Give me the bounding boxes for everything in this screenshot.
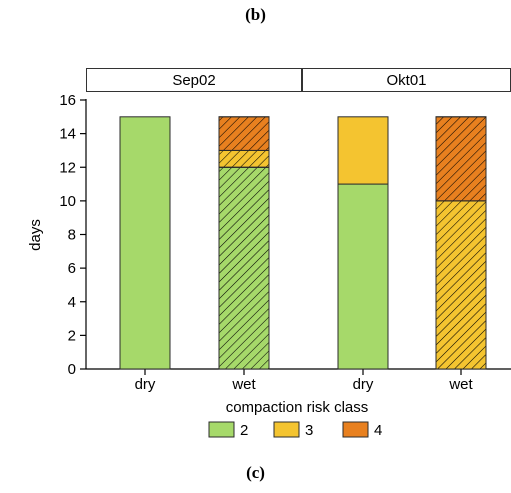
bar-hatch-Sep02-wet-class-4 <box>218 116 270 151</box>
x-tick-label: wet <box>231 376 256 393</box>
bar-segment-Okt01-dry-class-3 <box>337 116 389 185</box>
legend-swatch-class-4 <box>342 421 369 438</box>
facet-title-0: Sep02 <box>172 72 215 89</box>
y-tick-label: 12 <box>59 159 76 176</box>
legend: 2 3 4 <box>208 421 382 439</box>
legend-swatch-class-2 <box>208 421 235 438</box>
y-tick-label: 4 <box>68 294 76 311</box>
y-tick-label: 14 <box>59 126 76 143</box>
x-tick-label: dry <box>353 376 374 393</box>
y-tick-label: 0 <box>68 361 76 378</box>
bar-hatch-Okt01-wet-class-3 <box>435 200 487 370</box>
x-axis-label: compaction risk class <box>226 399 369 416</box>
legend-label-class-4: 4 <box>374 422 382 439</box>
caption-top: (b) <box>245 5 266 24</box>
x-tick-label: wet <box>448 376 473 393</box>
y-tick-label: 6 <box>68 260 76 277</box>
bar-hatch-Sep02-wet-class-3 <box>218 149 270 168</box>
y-tick-label: 10 <box>59 193 76 210</box>
legend-label-class-2: 2 <box>240 422 248 439</box>
bar-segment-Sep02-dry-class-2 <box>119 116 171 370</box>
y-axis-label: days <box>27 219 44 251</box>
bar-hatch-Sep02-wet-class-2 <box>218 166 270 370</box>
bar-hatch-Okt01-wet-class-4 <box>435 116 487 202</box>
y-tick-label: 2 <box>68 327 76 344</box>
caption-bottom: (c) <box>246 463 265 482</box>
facet-title-1: Okt01 <box>386 72 426 89</box>
legend-label-class-3: 3 <box>305 422 313 439</box>
y-tick-label: 16 <box>59 92 76 109</box>
bar-segment-Okt01-dry-class-2 <box>337 183 389 370</box>
legend-swatch-class-3 <box>273 421 300 438</box>
x-tick-label: dry <box>135 376 156 393</box>
y-tick-label: 8 <box>68 227 76 244</box>
facet-strip-0 <box>86 68 302 92</box>
